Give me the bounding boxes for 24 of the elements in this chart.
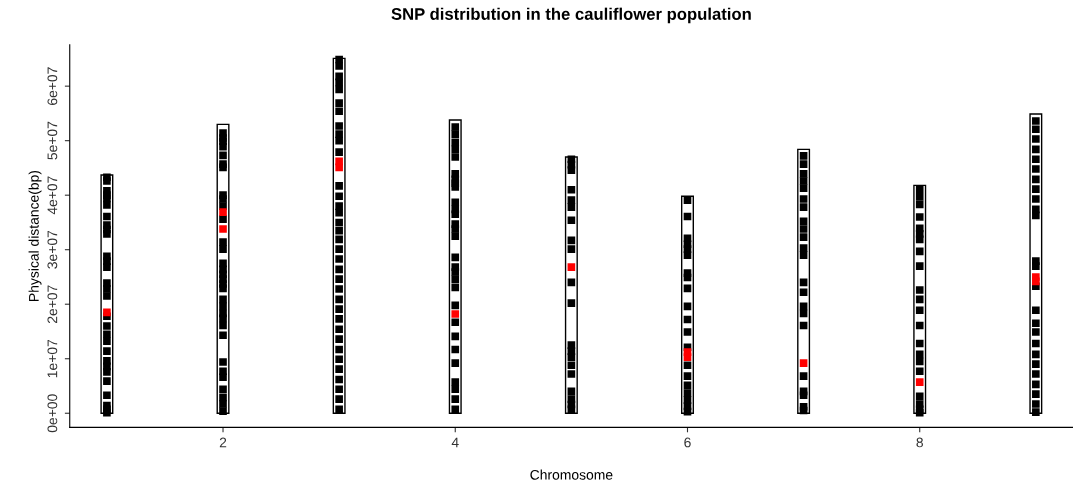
point [799, 359, 808, 367]
chart-title: SNP distribution in the cauliflower population [391, 7, 751, 24]
x-axis-title: Chromosome [530, 469, 613, 480]
x-tick-label: 6 [684, 437, 691, 448]
y-tick-label: 5e+07 [47, 121, 58, 160]
y-tick-label: 2e+07 [47, 285, 58, 324]
point [1032, 277, 1040, 286]
y-tick-label: 6e+07 [47, 67, 58, 105]
point [219, 225, 227, 233]
y-tick-label: 4e+07 [47, 176, 58, 215]
x-tick-label: 2 [219, 437, 227, 448]
point [219, 208, 227, 216]
point [915, 378, 924, 386]
point [683, 353, 692, 361]
point [567, 263, 576, 271]
point [335, 163, 343, 172]
y-tick-label: 1e+07 [47, 339, 58, 378]
y-axis-title: Physical distance(bp) [28, 170, 42, 301]
y-tick-label: 0e+00 [47, 394, 58, 433]
x-tick-label: 4 [451, 437, 459, 448]
x-tick-label: 8 [916, 437, 923, 448]
y-tick-label: 3e+07 [47, 230, 58, 269]
point [103, 308, 111, 317]
point [451, 310, 460, 318]
